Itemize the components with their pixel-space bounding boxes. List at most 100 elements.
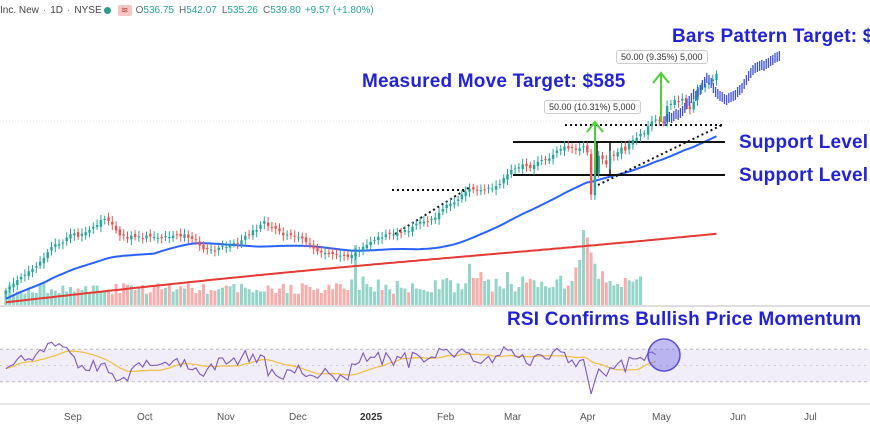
volume-bar xyxy=(198,290,202,305)
volume-bar xyxy=(289,284,293,305)
candle-body xyxy=(593,175,597,196)
trendline-lower xyxy=(394,186,471,235)
candle xyxy=(529,161,532,172)
volume-bar xyxy=(232,284,236,305)
volume-bar xyxy=(388,289,392,305)
measured-move-target-label: Measured Move Target: $585 xyxy=(362,71,626,92)
volume-bar xyxy=(202,284,205,305)
candle xyxy=(270,221,274,232)
candle xyxy=(422,215,426,227)
chart-header: Inc. New · 1D · NYSE ≋ O536.75 H542.07 L53… xyxy=(0,2,374,18)
ohlc-value: 542.07 xyxy=(186,4,217,16)
volume-bar xyxy=(616,284,620,305)
candle-body xyxy=(137,236,141,238)
candle-body xyxy=(715,74,718,81)
candle xyxy=(61,239,65,250)
candle-body xyxy=(12,283,15,288)
candle-body xyxy=(373,239,376,241)
candle xyxy=(149,229,152,243)
volume-bar xyxy=(255,290,259,305)
volume-bar xyxy=(270,288,274,305)
candle xyxy=(506,168,509,186)
data-type-icon[interactable]: ≋ xyxy=(117,4,132,16)
volume-bar xyxy=(281,284,285,305)
candle-body xyxy=(327,252,331,254)
candle xyxy=(114,221,118,234)
candle xyxy=(137,230,141,243)
candle xyxy=(715,70,718,86)
volume-bar xyxy=(426,291,430,305)
volume-bar xyxy=(205,293,209,305)
candle xyxy=(12,277,15,293)
ohlc-key: O xyxy=(135,4,144,16)
candle-body xyxy=(525,163,528,167)
candle-body xyxy=(544,159,547,161)
candle xyxy=(95,219,99,230)
candle xyxy=(494,180,498,196)
candle xyxy=(681,93,684,105)
candle xyxy=(475,185,479,196)
volume-bar xyxy=(460,289,464,305)
volume-bar xyxy=(589,252,593,305)
volume-bar xyxy=(570,281,574,305)
symbol-name[interactable]: Inc. New xyxy=(0,4,39,16)
volume-bar xyxy=(217,289,221,305)
volume-bar xyxy=(137,287,141,305)
candle-body xyxy=(597,155,600,174)
candle-body xyxy=(502,178,505,184)
volume-bar xyxy=(639,276,642,305)
candle xyxy=(342,250,346,262)
ohlc-key: C xyxy=(262,4,271,16)
candle xyxy=(426,216,429,228)
candle-body xyxy=(80,233,84,237)
volume-bar xyxy=(224,285,228,305)
candlesticks xyxy=(4,70,718,300)
candle-body xyxy=(152,236,156,238)
candle-body xyxy=(483,189,486,191)
volume-bar xyxy=(551,287,555,305)
candle xyxy=(513,164,517,175)
candle-body xyxy=(183,234,186,238)
volume-bar xyxy=(335,283,338,305)
candle xyxy=(380,231,384,244)
candle xyxy=(236,237,239,249)
volume-bar xyxy=(65,291,69,305)
volume-bar xyxy=(183,288,186,305)
candle xyxy=(441,204,445,216)
volume-bar xyxy=(418,289,422,305)
rsi-annotation-label: RSI Confirms Bullish Price Momentum xyxy=(507,309,862,330)
interval-label[interactable]: 1D xyxy=(50,4,64,16)
candle xyxy=(84,226,87,240)
x-tick-label: Sep xyxy=(64,412,82,423)
support-level-label-upper: Support Level: xyxy=(739,132,870,153)
volume-bar xyxy=(209,290,213,305)
volume-bar xyxy=(563,288,566,305)
volume-bar xyxy=(376,279,380,305)
candle-body xyxy=(342,254,346,256)
candle-body xyxy=(384,234,388,237)
candle xyxy=(430,215,433,225)
candle-body xyxy=(4,290,8,294)
candle xyxy=(133,230,137,241)
candle-body xyxy=(190,236,194,239)
candle xyxy=(567,140,570,152)
candle-body xyxy=(107,217,110,221)
volume-bar xyxy=(228,286,232,305)
candle-body xyxy=(654,119,657,121)
volume-bar xyxy=(487,279,490,305)
candle xyxy=(293,230,296,243)
candle-body xyxy=(369,241,372,246)
candle-body xyxy=(449,203,452,207)
candle xyxy=(688,101,692,115)
candle-body xyxy=(631,139,635,145)
candle xyxy=(510,164,513,178)
volume-bar xyxy=(114,284,118,305)
volume-bar xyxy=(297,293,300,305)
candle-body xyxy=(399,232,403,234)
candle xyxy=(415,220,418,230)
candle xyxy=(677,95,680,108)
candle xyxy=(266,216,270,232)
candle xyxy=(92,222,95,235)
measure-note-upper: 50.00 (9.35%) 5,000 xyxy=(616,50,708,64)
